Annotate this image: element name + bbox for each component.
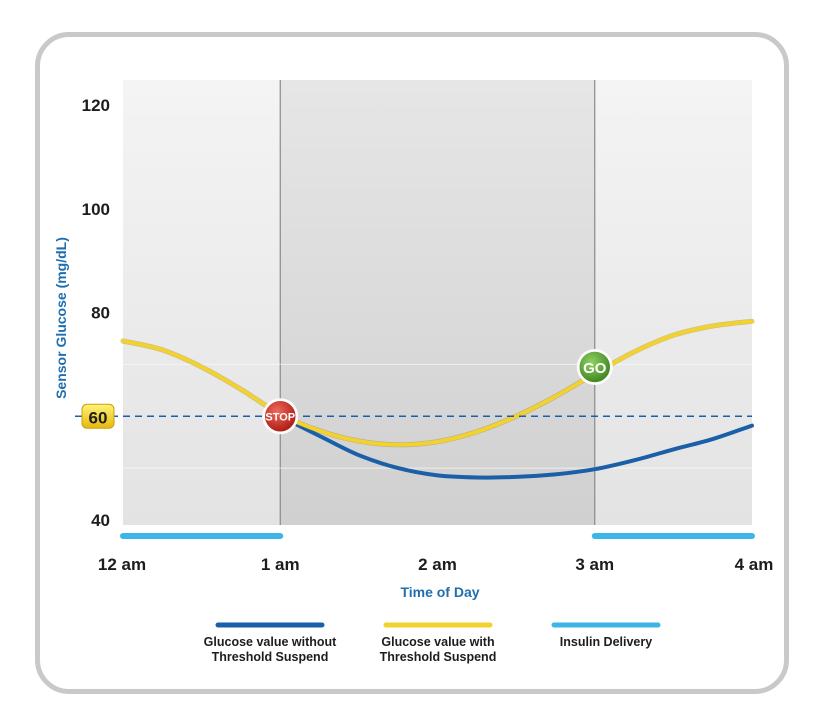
y-tick-label: 100: [82, 200, 110, 219]
x-tick-label: 3 am: [575, 555, 614, 574]
marker-label: STOP: [265, 411, 295, 423]
series-line-without-suspend: [278, 414, 754, 480]
marker-circle: [263, 399, 297, 433]
y-axis: 40 80 100 120: [82, 96, 110, 530]
series-line-with-suspend: [121, 319, 754, 447]
legend-label: Glucose value with: [381, 635, 494, 649]
y-tick-label: 120: [82, 96, 110, 115]
legend-label-line2: Threshold Suspend: [380, 650, 497, 664]
glucose-series: [120, 318, 755, 480]
x-axis-label: Time of Day: [400, 584, 479, 600]
threshold-badge: [81, 403, 115, 429]
threshold-line: 60: [75, 403, 752, 429]
suspend-period-band: [280, 80, 595, 525]
x-tick-label: 4 am: [735, 555, 774, 574]
legend-item: Insulin Delivery: [551, 622, 661, 649]
gridlines: [123, 363, 752, 469]
x-axis: 12 am 1 am 2 am 3 am 4 am: [98, 555, 773, 574]
marker-circle: [578, 350, 612, 384]
marker-label: GO: [583, 360, 607, 377]
legend-label-line2: Threshold Suspend: [212, 650, 329, 664]
x-tick-label: 1 am: [261, 555, 300, 574]
x-tick-label: 2 am: [418, 555, 457, 574]
y-tick-label: 40: [91, 511, 110, 530]
stop-marker: STOP: [262, 398, 299, 435]
threshold-badge-label: 60: [89, 408, 108, 427]
x-tick-label: 12 am: [98, 555, 146, 574]
plot-background: [123, 80, 752, 525]
go-marker: GO: [576, 348, 613, 385]
y-tick-label: 80: [91, 304, 110, 323]
legend-label: Glucose value without: [204, 635, 337, 649]
y-axis-label: Sensor Glucose (mg/dL): [53, 237, 69, 399]
markers: STOP GO: [262, 348, 613, 435]
legend-label: Insulin Delivery: [560, 635, 652, 649]
